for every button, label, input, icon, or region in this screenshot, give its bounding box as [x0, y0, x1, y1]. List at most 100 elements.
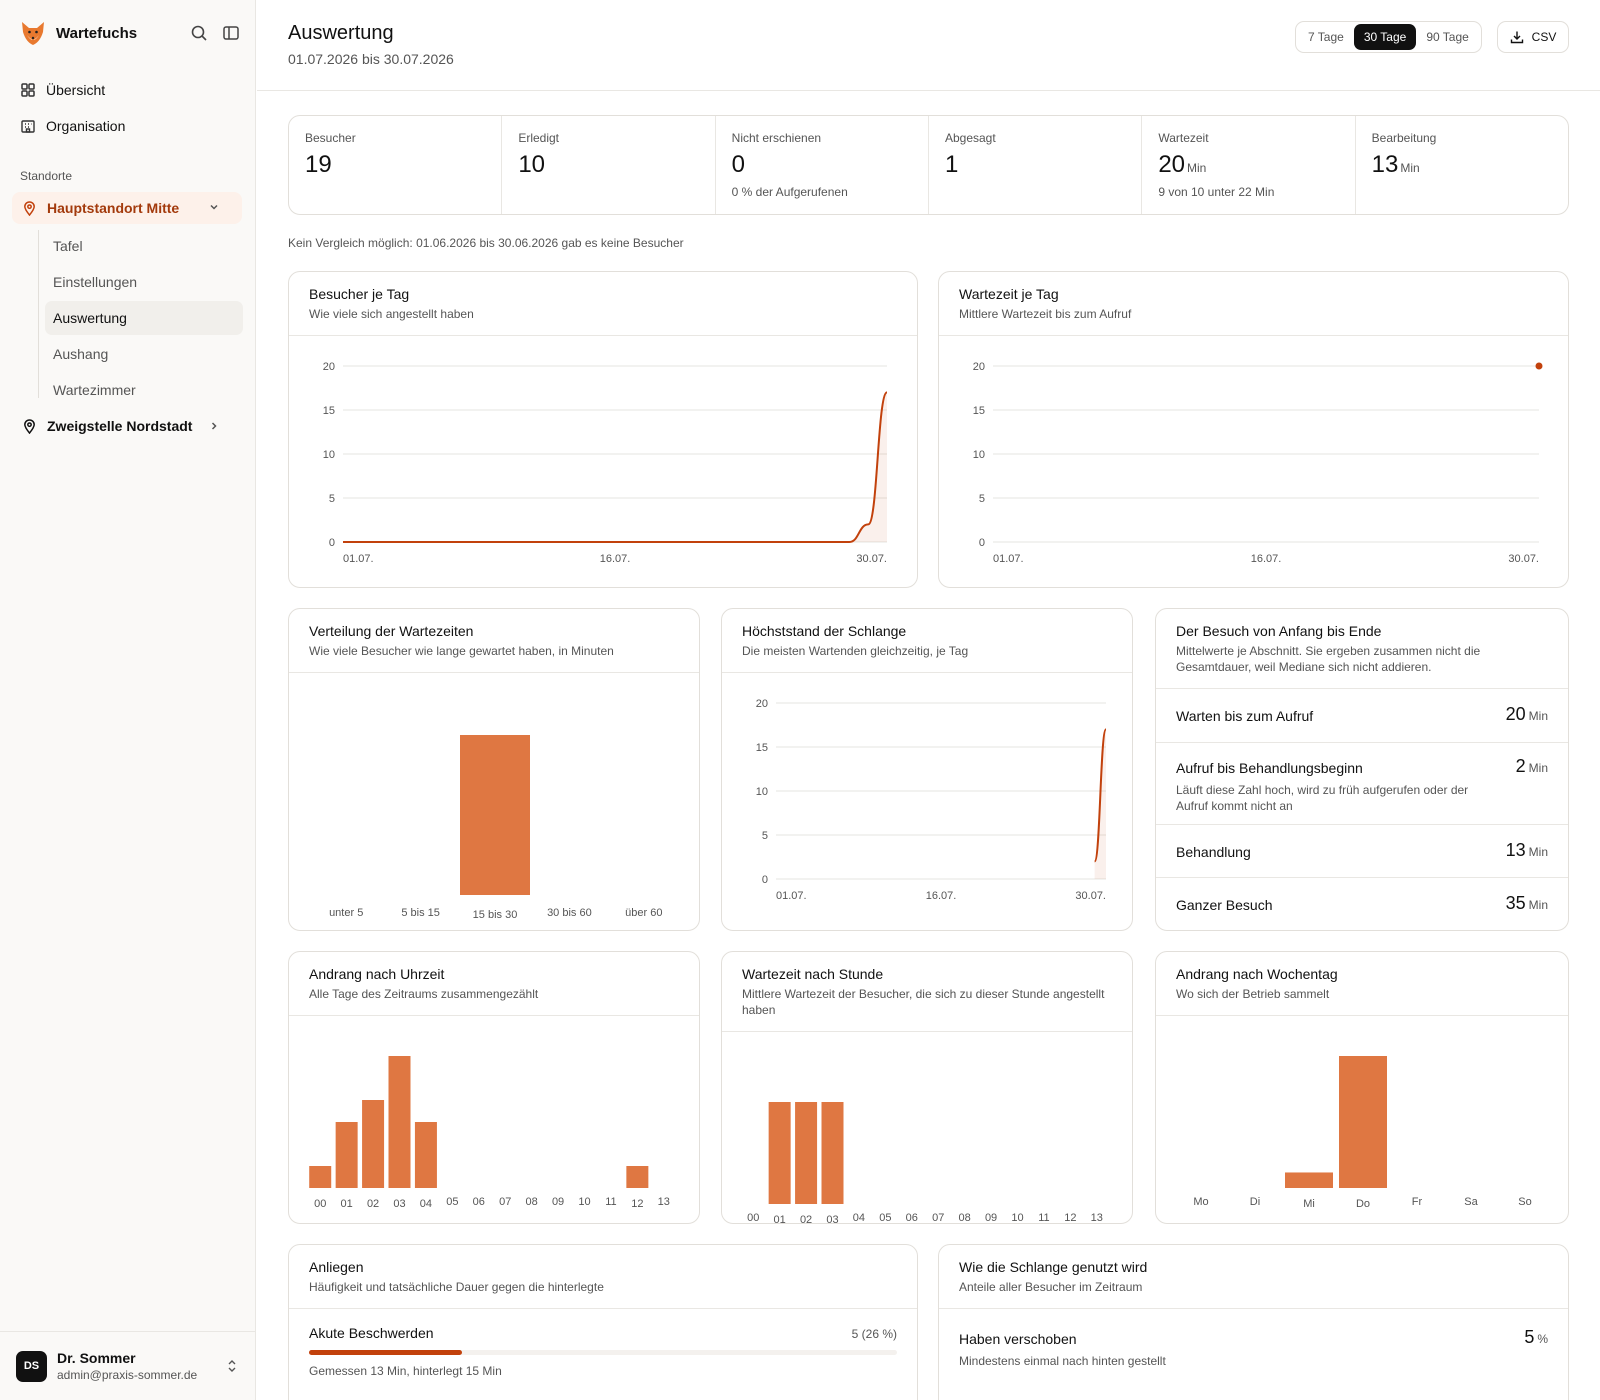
- concern-bar-track: [309, 1350, 897, 1355]
- y-tick-label: 5: [979, 493, 985, 505]
- card-title: Höchststand der Schlange: [742, 623, 907, 639]
- bar: [1285, 1172, 1333, 1188]
- bar: [768, 1102, 791, 1204]
- sub-item-tafel[interactable]: Tafel: [53, 238, 83, 254]
- y-tick-label: 10: [323, 449, 335, 461]
- x-tick-label: 06: [473, 1196, 485, 1208]
- y-tick-label: 0: [329, 537, 335, 549]
- journey-unit: Min: [1528, 761, 1548, 775]
- kpi-label: Nicht erschienen: [731, 131, 822, 145]
- journey-label: Aufruf bis Behandlungsbeginn: [1176, 760, 1363, 776]
- x-tick-label: 09: [985, 1212, 997, 1224]
- card-wartezeit-stunde: Wartezeit nach Stunde Mittlere Wartezeit…: [721, 951, 1133, 1224]
- kpi-label: Abgesagt: [944, 131, 996, 145]
- x-tick-label: Mi: [1303, 1198, 1315, 1210]
- x-tick-label: 15 bis 30: [473, 909, 518, 921]
- y-tick-label: 15: [973, 405, 985, 417]
- period-30-tage[interactable]: 30 Tage: [1353, 24, 1417, 50]
- usage-sub: Mindestens einmal nach hinten gestellt: [959, 1354, 1166, 1368]
- nav-label: Übersicht: [46, 82, 106, 98]
- x-tick-label: 12: [1064, 1212, 1076, 1224]
- csv-export-button[interactable]: CSV: [1497, 21, 1569, 53]
- kpi-besucher: Besucher 19: [289, 116, 503, 214]
- bar: [821, 1102, 844, 1204]
- series-line: [1093, 728, 1107, 863]
- journey-row: Behandlung 13 Min: [1156, 825, 1568, 878]
- nav-item-organisation[interactable]: Organisation: [20, 116, 125, 136]
- card-andrang-wochentag: Andrang nach Wochentag Wo sich der Betri…: [1155, 951, 1569, 1224]
- nav-item-uebersicht[interactable]: Übersicht: [20, 80, 105, 100]
- x-tick-label: 04: [853, 1212, 865, 1224]
- sub-item-wartezimmer[interactable]: Wartezimmer: [53, 382, 136, 398]
- card-title: Verteilung der Wartezeiten: [309, 623, 474, 639]
- y-tick-label: 15: [323, 405, 335, 417]
- card-title: Wie die Schlange genutzt wird: [959, 1259, 1148, 1275]
- card-verteilung-wartezeiten: Verteilung der Wartezeiten Wie viele Bes…: [288, 608, 700, 931]
- x-tick-label: So: [1518, 1196, 1531, 1208]
- card-title: Andrang nach Uhrzeit: [309, 966, 445, 982]
- card-subtitle: Die meisten Wartenden gleichzeitig, je T…: [742, 644, 969, 658]
- card-title: Andrang nach Wochentag: [1176, 966, 1338, 982]
- user-menu[interactable]: DS Dr. Sommer admin@praxis-sommer.de: [0, 1331, 256, 1400]
- sub-item-einstellungen[interactable]: Einstellungen: [53, 274, 138, 290]
- concern-row[interactable]: Akute Beschwerden 5 (26 %) Gemessen 13 M…: [289, 1309, 917, 1389]
- chevron-updown-icon[interactable]: [226, 1359, 238, 1373]
- sub-item-aushang[interactable]: Aushang: [53, 346, 109, 362]
- card-subtitle: Wie viele Besucher wie lange gewartet ha…: [309, 644, 614, 658]
- location-hauptstandort[interactable]: Hauptstandort Mitte: [12, 192, 242, 224]
- chart-weekday: Mo Di Mi Do Fr Sa So: [1193, 1056, 1532, 1210]
- brand-name: Wartefuchs: [56, 24, 138, 42]
- kpi-value: 20: [1158, 151, 1186, 178]
- chart-dist: unter 5 5 bis 15 15 bis 30 30 bis 60 über 60: [329, 735, 662, 921]
- period-7-tage[interactable]: 7 Tage: [1308, 30, 1344, 44]
- journey-label: Ganzer Besuch: [1176, 897, 1273, 913]
- period-90-tage[interactable]: 90 Tage: [1426, 30, 1469, 44]
- card-hoechststand: Höchststand der Schlange Die meisten War…: [721, 608, 1133, 931]
- card-subtitle: Mittlere Wartezeit der Besucher, die sic…: [742, 987, 1105, 1017]
- x-tick-label: 07: [932, 1212, 944, 1224]
- card-subtitle: Anteile aller Besucher im Zeitraum: [959, 1280, 1143, 1294]
- journey-value: 2: [1515, 756, 1526, 776]
- y-tick-label: 15: [756, 742, 768, 754]
- page-date-range: 01.07.2026 bis 30.07.2026: [288, 51, 454, 67]
- location-name: Zweigstelle Nordstadt: [47, 418, 193, 434]
- card-title: Besucher je Tag: [309, 286, 410, 302]
- card-subtitle: Mittlere Wartezeit bis zum Aufruf: [959, 307, 1132, 321]
- kpi-value: 1: [944, 151, 959, 178]
- card-title: Wartezeit nach Stunde: [742, 966, 884, 982]
- chart-visitors: 0 5 10 15 20 01.07. 16.07. 30.07.: [323, 361, 888, 565]
- x-tick-label: Mo: [1193, 1196, 1208, 1208]
- y-tick-label: 10: [756, 786, 768, 798]
- x-tick-label: über 60: [625, 907, 662, 919]
- grid-icon: [21, 83, 35, 97]
- nav-label: Organisation: [46, 118, 126, 134]
- map-pin-icon: [24, 200, 35, 216]
- card-subtitle: Häufigkeit und tatsächliche Dauer gegen …: [309, 1280, 604, 1294]
- chevron-right-icon[interactable]: [208, 420, 220, 432]
- x-tick-label: Sa: [1464, 1196, 1478, 1208]
- x-tick-label: 01.07.: [993, 553, 1024, 565]
- x-tick-label: 10: [578, 1196, 590, 1208]
- kpi-value: 13: [1371, 151, 1399, 178]
- fox-logo-icon: [22, 22, 44, 45]
- concern-label: Akute Beschwerden: [309, 1325, 434, 1341]
- avatar: DS: [16, 1350, 47, 1382]
- card-andrang-uhrzeit: Andrang nach Uhrzeit Alle Tage des Zeitr…: [288, 951, 700, 1224]
- period-selector: 7 Tage 30 Tage 90 Tage: [1295, 21, 1482, 53]
- location-zweigstelle[interactable]: Zweigstelle Nordstadt: [22, 418, 242, 434]
- x-tick-label: 11: [1038, 1212, 1049, 1224]
- chart-peak: 0 5 10 15 20 01.07. 16.07. 30.07.: [756, 698, 1107, 902]
- x-tick-label: 07: [499, 1196, 511, 1208]
- sidebar-toggle-icon[interactable]: [222, 24, 240, 42]
- x-tick-label: 02: [800, 1214, 812, 1224]
- journey-row: Ganzer Besuch 35 Min: [1156, 878, 1568, 930]
- journey-label: Behandlung: [1176, 844, 1251, 860]
- usage-label: Haben verschoben: [959, 1331, 1077, 1347]
- kpi-label: Erledigt: [518, 131, 560, 145]
- search-icon[interactable]: [190, 24, 208, 42]
- building-icon: [21, 120, 35, 133]
- kpi-unit: Min: [1400, 161, 1420, 175]
- kpi-sub: 9 von 10 unter 22 Min: [1158, 185, 1275, 199]
- chevron-down-icon[interactable]: [208, 201, 220, 213]
- sub-item-auswertung[interactable]: Auswertung: [53, 310, 127, 326]
